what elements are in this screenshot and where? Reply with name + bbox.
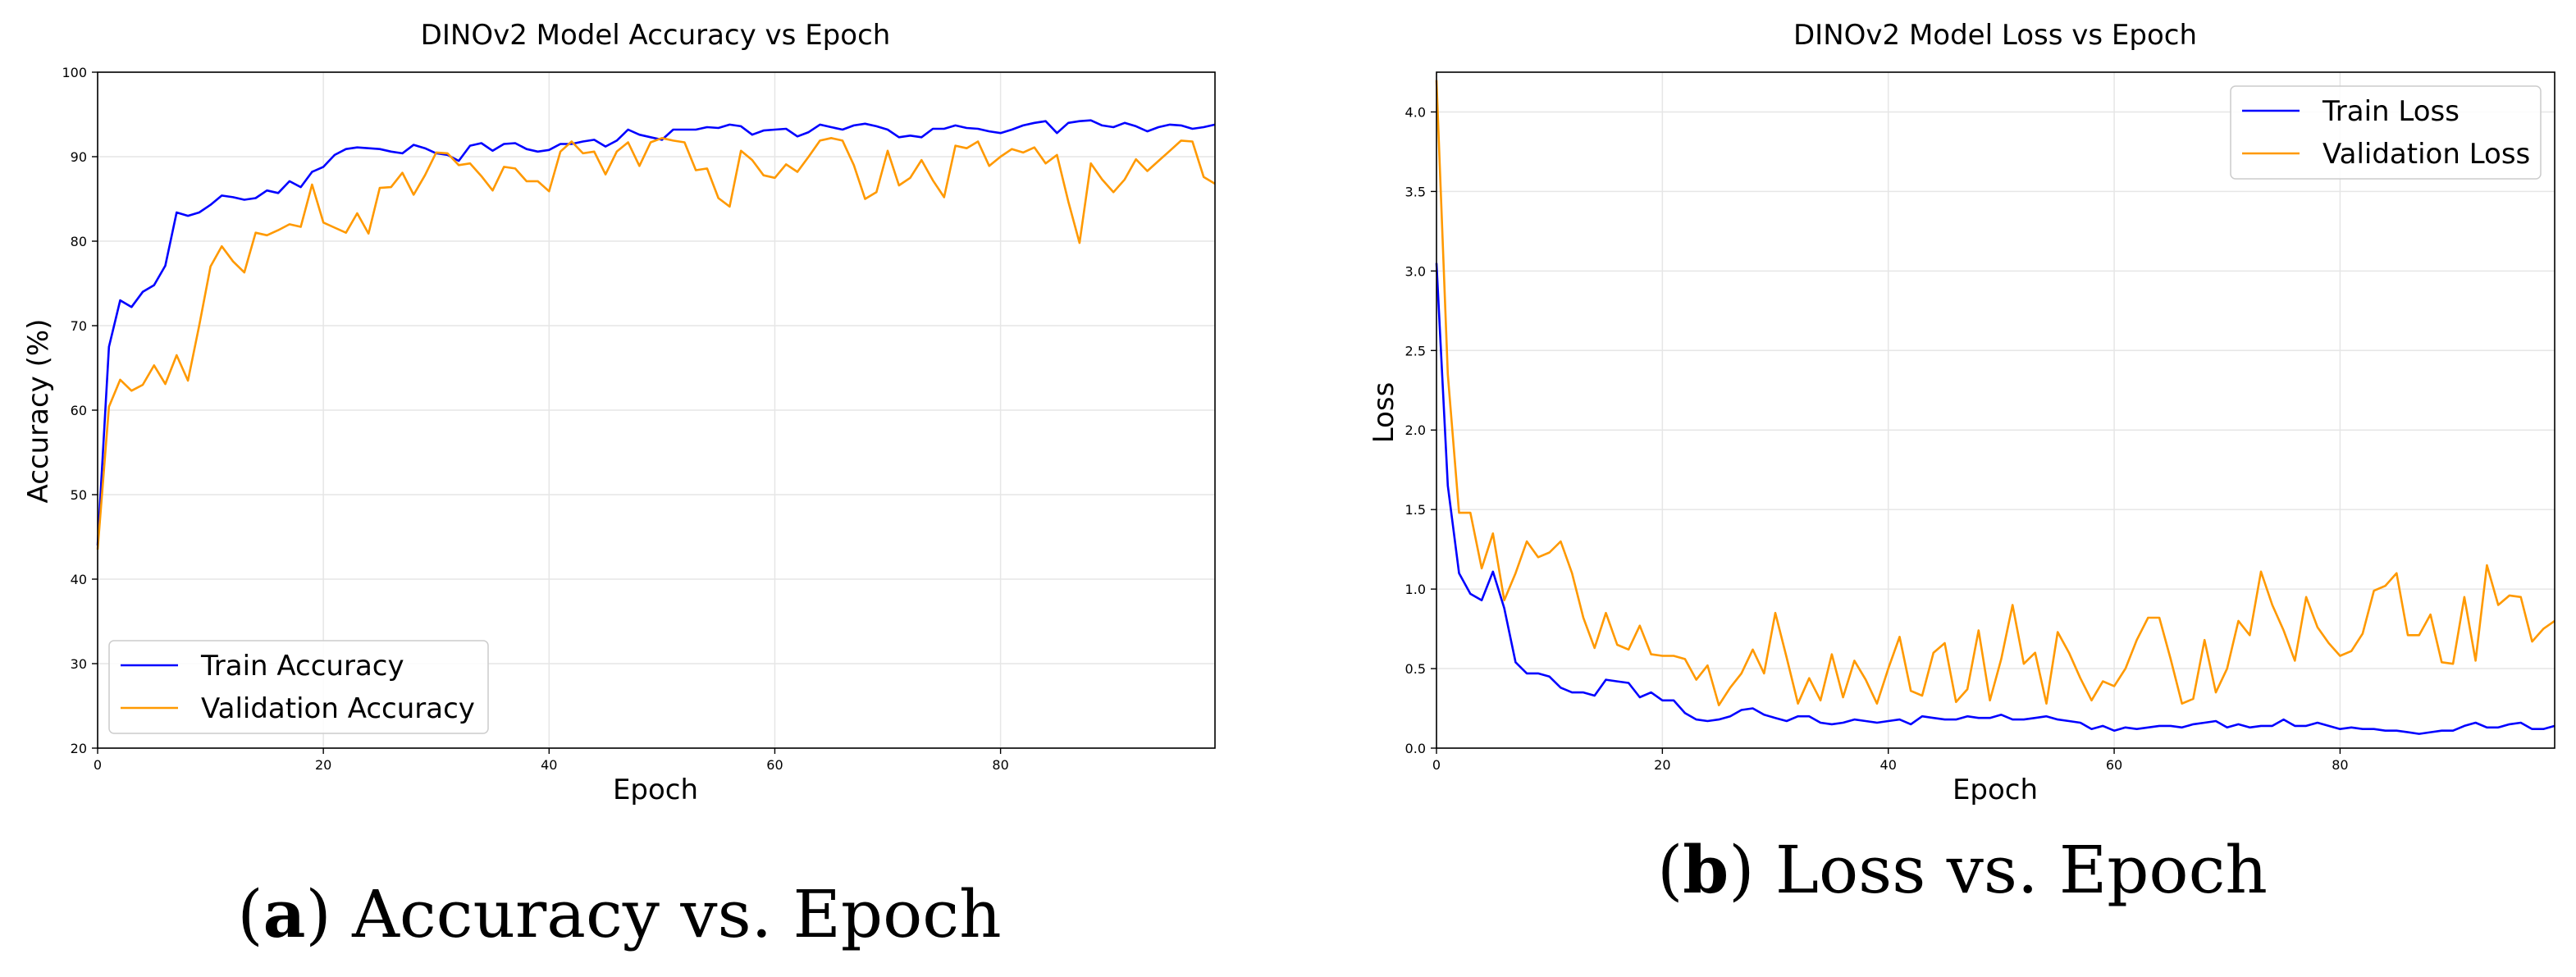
loss-series-validation-loss [1435,80,2555,707]
acc-x-tick-label: 40 [541,757,557,773]
loss-legend-label: Validation Loss [2323,138,2530,171]
loss-x-tick-label: 80 [2332,757,2348,773]
loss-legend: Train Loss Validation Loss [2230,85,2542,180]
caption-a: (a) Accuracy vs. Epoch [237,875,1001,952]
loss-y-tick-label: 2.0 [1405,422,1426,438]
acc-series-train-accuracy [96,119,1216,546]
loss-plot-frame [1436,71,2555,749]
caption-b-letter: b [1683,831,1729,908]
loss-legend-label: Train Loss [2322,95,2460,128]
acc-y-tick-label: 50 [71,487,87,503]
acc-y-tick-label: 100 [62,65,87,80]
acc-legend-label: Train Accuracy [200,650,404,683]
loss-y-tick-label: 1.5 [1405,502,1426,518]
acc-y-tick-label: 90 [71,149,87,165]
acc-y-tick-label: 60 [71,403,87,418]
caption-b-text: Loss vs. Epoch [1754,832,2267,908]
accuracy-chart-title: DINOv2 Model Accuracy vs Epoch [421,19,891,52]
loss-y-axis-label: Loss [1368,382,1400,444]
loss-x-axis-label: Epoch [1953,774,2038,806]
acc-y-tick-label: 20 [71,741,87,756]
accuracy-y-axis-label: Accuracy (%) [22,319,55,504]
loss-y-tick-label: 3.0 [1405,263,1426,279]
accuracy-x-axis-label: Epoch [613,774,698,806]
loss-y-tick-label: 0.0 [1405,741,1426,756]
caption-b: (b) Loss vs. Epoch [1657,831,2268,908]
acc-x-tick-label: 20 [315,757,331,773]
acc-x-tick-label: 60 [766,757,783,773]
loss-x-tick-label: 0 [1432,757,1441,773]
acc-x-tick-label: 80 [992,757,1008,773]
acc-y-tick-label: 70 [71,318,87,334]
loss-x-tick-label: 40 [1880,757,1897,773]
acc-legend-box [108,640,489,734]
acc-legend-label: Validation Accuracy [201,692,475,725]
acc-legend: Train Accuracy Validation Accuracy [108,640,489,734]
loss-chart: DINOv2 Model Loss vs Epoch Epoch Loss 0 2… [1368,19,2555,806]
loss-y-tick-label: 4.0 [1405,104,1426,120]
loss-y-tick-label: 3.5 [1405,184,1426,199]
loss-y-tick-label: 1.0 [1405,582,1426,597]
accuracy-chart: DINOv2 Model Accuracy vs Epoch Epoch Acc… [22,19,1216,806]
loss-y-tick-label: 2.5 [1405,343,1426,358]
loss-legend-box [2230,85,2542,180]
caption-a-text: Accuracy vs. Epoch [331,876,1002,952]
acc-y-tick-label: 30 [71,656,87,672]
loss-y-tick-label: 0.5 [1405,661,1426,677]
acc-x-tick-label: 0 [94,757,102,773]
acc-y-tick-label: 40 [71,572,87,587]
acc-y-tick-label: 80 [71,234,87,249]
loss-x-tick-label: 20 [1654,757,1670,773]
loss-series-train-loss [1435,263,2555,735]
loss-chart-title: DINOv2 Model Loss vs Epoch [1793,19,2197,52]
loss-x-tick-label: 60 [2106,757,2122,773]
caption-a-letter: a [263,875,306,952]
acc-series-validation-accuracy [96,137,1216,550]
